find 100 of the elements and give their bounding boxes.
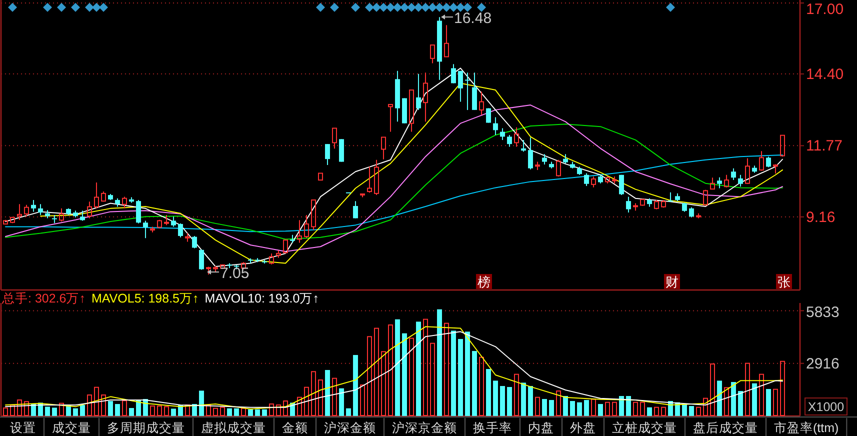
bar — [220, 406, 225, 416]
bar — [3, 408, 8, 416]
bar — [731, 382, 736, 416]
bar — [528, 386, 533, 416]
bar — [283, 400, 288, 416]
bar — [94, 386, 99, 416]
bar — [381, 351, 386, 416]
bar — [157, 406, 162, 416]
bar — [52, 408, 57, 416]
bar — [745, 362, 750, 416]
bar — [563, 396, 568, 416]
bar — [612, 402, 617, 416]
bar — [416, 322, 421, 416]
bar — [752, 383, 757, 416]
bar — [661, 406, 666, 416]
bar — [255, 409, 260, 416]
text: 成交量 — [52, 420, 91, 435]
bar — [696, 406, 701, 416]
bar — [73, 408, 78, 416]
bar — [402, 333, 407, 416]
bar — [640, 402, 645, 416]
bar — [10, 404, 15, 416]
bar — [262, 409, 267, 416]
bar — [654, 406, 659, 416]
bar — [703, 398, 708, 416]
bar — [556, 390, 561, 416]
text: 内盘 — [528, 421, 554, 435]
bar — [507, 386, 512, 416]
bar — [101, 394, 106, 416]
bar — [206, 404, 211, 416]
text: 立桩成交量 — [612, 420, 677, 435]
annotation: 7.05 — [220, 265, 250, 282]
y-tick-label: 9.16 — [806, 208, 836, 226]
bar — [759, 374, 764, 416]
bar — [360, 384, 365, 416]
bar — [325, 370, 330, 416]
bar — [584, 400, 589, 416]
bar — [87, 394, 92, 416]
bar — [213, 408, 218, 416]
bar — [535, 396, 540, 416]
bar — [570, 401, 575, 416]
bar — [150, 406, 155, 416]
bar — [514, 374, 519, 416]
bar — [164, 406, 169, 416]
bar — [598, 404, 603, 416]
bar — [430, 342, 435, 416]
bar — [682, 404, 687, 416]
bar — [129, 408, 134, 416]
bar — [605, 402, 610, 416]
annotation: 张 — [778, 274, 790, 290]
text: 设置 — [10, 421, 36, 435]
bar — [444, 322, 449, 416]
bar — [171, 408, 176, 416]
text: 虚拟成交量 — [201, 420, 266, 435]
annotation: 总手: 302.6万↑ — [1, 292, 86, 306]
annotation: 榜 — [478, 274, 490, 290]
bar — [318, 379, 323, 416]
bar — [115, 404, 120, 416]
bar — [80, 404, 85, 416]
bar — [367, 336, 372, 416]
bar — [395, 319, 400, 416]
text: 外盘 — [570, 421, 596, 435]
bar — [269, 403, 274, 416]
bar — [493, 380, 498, 416]
bar — [437, 309, 442, 416]
bar — [717, 380, 722, 416]
bar — [738, 391, 743, 416]
bar — [710, 363, 715, 416]
bar — [766, 388, 771, 416]
bar — [199, 390, 204, 416]
y-tick-label: 14.40 — [806, 66, 844, 83]
annotation: MAVOL5: 198.5万↑ — [91, 292, 199, 306]
bar — [234, 408, 239, 416]
bar — [479, 356, 484, 416]
bar — [241, 408, 246, 416]
text: 换手率 — [473, 420, 512, 435]
text: 沪深金额 — [324, 420, 376, 435]
bar — [24, 401, 29, 416]
bar — [388, 324, 393, 416]
bar — [591, 398, 596, 416]
bar — [311, 371, 316, 416]
text: 沪深京金额 — [392, 420, 457, 435]
bar — [521, 382, 526, 416]
bar — [458, 338, 463, 416]
bar — [633, 402, 638, 416]
annotation: 16.48 — [454, 10, 492, 27]
text: 多周期成交量 — [107, 420, 185, 435]
bar — [409, 338, 414, 416]
bar — [108, 401, 113, 416]
bar — [647, 407, 652, 416]
annotation: MAVOL10: 193.0万↑ — [204, 292, 319, 306]
y-tick-label: 2916 — [806, 355, 840, 372]
bar — [724, 387, 729, 416]
bar — [227, 408, 232, 416]
bar — [500, 386, 505, 416]
bar — [304, 386, 309, 416]
bar — [346, 408, 351, 416]
bar — [185, 404, 190, 416]
bar — [542, 398, 547, 416]
bar — [374, 328, 379, 416]
